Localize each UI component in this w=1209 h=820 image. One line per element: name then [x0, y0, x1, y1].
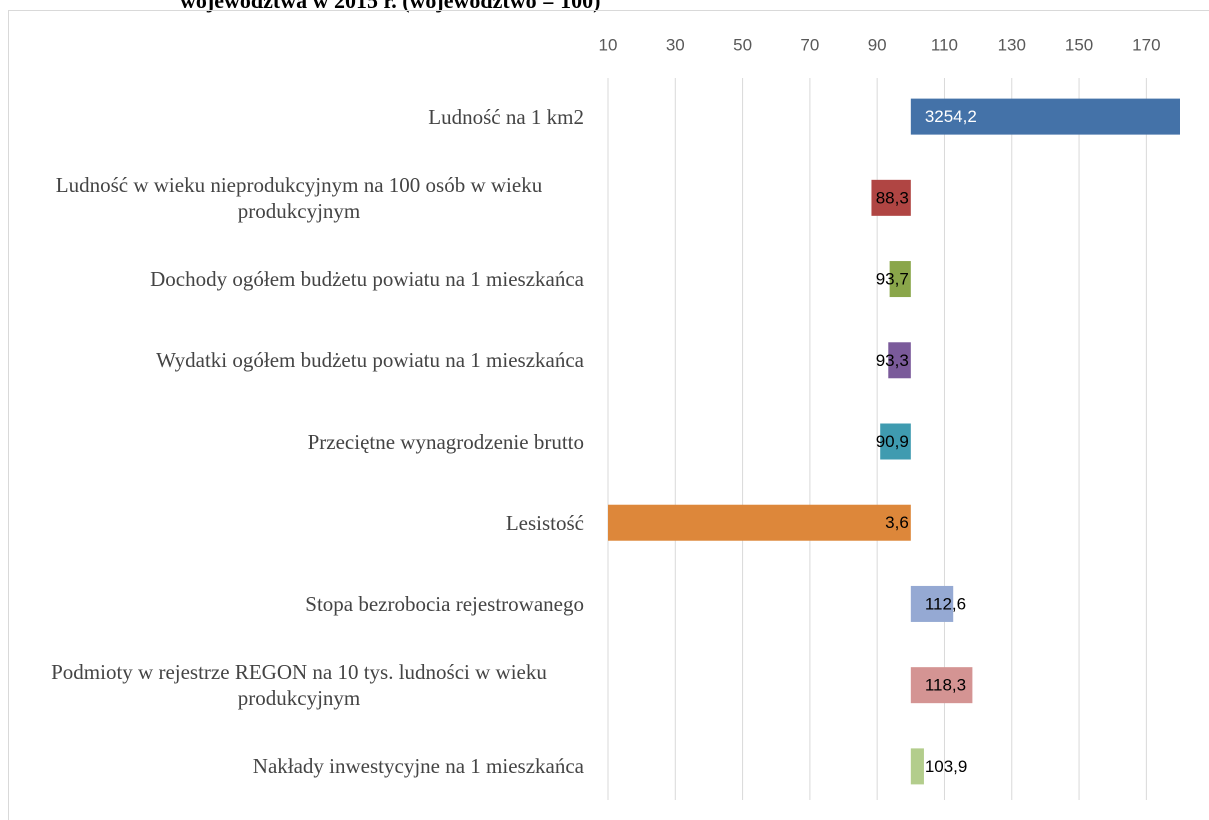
x-tick-label: 130	[998, 35, 1026, 54]
x-tick-label: 150	[1065, 35, 1093, 54]
category-label: Lesistość	[505, 510, 584, 535]
data-label: 88,3	[876, 188, 909, 207]
x-tick-label: 30	[666, 35, 685, 54]
data-label: 118,3	[925, 676, 966, 695]
x-tick-label: 90	[868, 35, 887, 54]
bar	[888, 342, 911, 379]
data-label: 93,7	[876, 270, 909, 289]
category-label: Ludność w wieku nieprodukcyjnym na 100 o…	[55, 172, 543, 223]
data-label: 3254,2	[925, 107, 977, 126]
data-label: 93,3	[876, 351, 909, 370]
chart-title: województwa w 2015 r. (województwo = 100…	[180, 0, 601, 13]
x-tick-label: 170	[1132, 35, 1160, 54]
x-tick-label: 110	[931, 35, 958, 54]
data-label: 3,6	[885, 513, 909, 532]
category-label: Wydatki ogółem budżetu powiatu na 1 mies…	[156, 348, 584, 373]
bar	[910, 585, 954, 622]
bar	[910, 98, 1180, 135]
category-label: Ludność na 1 km2	[428, 104, 584, 129]
category-label: Nakłady inwestycyjne na 1 mieszkańca	[252, 754, 584, 779]
data-label: 90,9	[876, 432, 909, 451]
bar	[880, 423, 911, 460]
category-label: Dochody ogółem budżetu powiatu na 1 mies…	[150, 267, 584, 292]
bar	[889, 261, 911, 298]
bar	[871, 179, 911, 216]
category-label: Stopa bezrobocia rejestrowanego	[305, 591, 584, 616]
bar	[608, 504, 911, 541]
data-label: 103,9	[925, 757, 968, 776]
bar	[910, 667, 973, 704]
category-label: Przeciętne wynagrodzenie brutto	[307, 429, 584, 454]
x-tick-label: 50	[733, 35, 752, 54]
x-tick-label: 70	[800, 35, 819, 54]
x-tick-label: 10	[599, 35, 618, 54]
chart-frame	[8, 10, 1209, 820]
data-label: 112,6	[925, 594, 966, 613]
bar	[910, 748, 924, 785]
category-label: Podmioty w rejestrze REGON na 10 tys. lu…	[51, 660, 547, 711]
